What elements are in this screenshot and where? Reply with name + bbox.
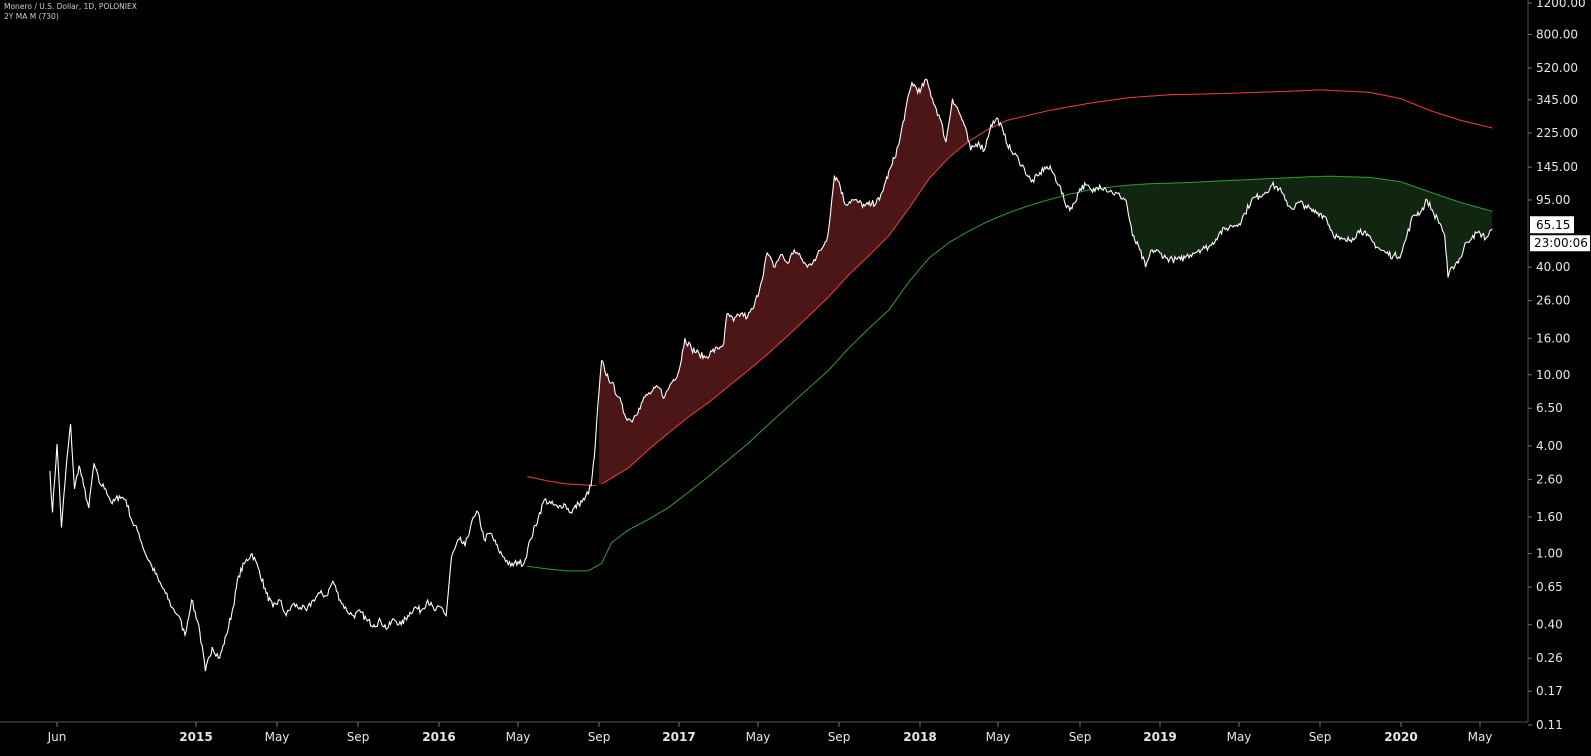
ma-fill-layer: [599, 79, 1492, 485]
current-price-label: 65.15: [1536, 218, 1570, 232]
y-tick-label: 26.00: [1536, 294, 1570, 308]
x-tick-label: 2015: [179, 730, 212, 744]
x-tick-label: 2018: [903, 730, 936, 744]
x-tick-label: 2017: [662, 730, 695, 744]
y-tick-label: 225.00: [1536, 126, 1578, 140]
y-tick-label: 0.26: [1536, 651, 1563, 665]
x-tick-label: May: [1227, 730, 1252, 744]
y-tick-label: 1.60: [1536, 510, 1563, 524]
y-tick-label: 1200.00: [1536, 0, 1586, 10]
y-tick-label: 800.00: [1536, 27, 1578, 41]
x-tick-label: May: [506, 730, 531, 744]
y-tick-label: 6.50: [1536, 401, 1563, 415]
x-tick-label: 2016: [422, 730, 455, 744]
price-line: [49, 78, 1493, 672]
x-tick-label: May: [265, 730, 290, 744]
x-tick-label: Jun: [47, 730, 67, 744]
price-line-layer: [49, 78, 1493, 672]
y-tick-label: 2.60: [1536, 472, 1563, 486]
x-tick-label: Sep: [828, 730, 851, 744]
y-tick-label: 4.00: [1536, 439, 1563, 453]
y-tick-label: 1.00: [1536, 547, 1563, 561]
x-tick-label: May: [746, 730, 771, 744]
ma-line-red: [601, 89, 1493, 485]
y-tick-label: 0.65: [1536, 580, 1563, 594]
x-tick-label: 2019: [1143, 730, 1176, 744]
y-tick-label: 95.00: [1536, 193, 1570, 207]
chart-legend: Monero / U.S. Dollar, 1D, POLONIEX 2Y MA…: [4, 2, 137, 22]
countdown-badge: [1530, 235, 1590, 252]
current-price-badge: [1530, 216, 1574, 234]
legend-title: Monero / U.S. Dollar, 1D, POLONIEX: [4, 2, 137, 11]
ma-line-layer: [527, 89, 1493, 572]
y-tick-label: 145.00: [1536, 160, 1578, 174]
y-tick-label: 40.00: [1536, 260, 1570, 274]
x-tick-label: 2020: [1384, 730, 1417, 744]
y-tick-label: 345.00: [1536, 93, 1578, 107]
x-tick-label: May: [986, 730, 1011, 744]
countdown-label: 23:00:06: [1534, 236, 1588, 250]
y-tick-label: 0.40: [1536, 618, 1563, 632]
ma-fill-below: [1120, 176, 1492, 278]
legend-indicator: 2Y MA M (730): [4, 12, 59, 21]
y-tick-label: 16.00: [1536, 331, 1570, 345]
ma-line-early-red: [527, 475, 597, 487]
y-tick-label: 0.17: [1536, 684, 1563, 698]
y-tick-label: 520.00: [1536, 61, 1578, 75]
x-tick-label: Sep: [1069, 730, 1092, 744]
y-tick-label: 10.00: [1536, 368, 1570, 382]
x-tick-label: May: [1468, 730, 1493, 744]
x-tick-label: Sep: [588, 730, 611, 744]
x-tick-label: Sep: [1309, 730, 1332, 744]
x-tick-label: Sep: [347, 730, 370, 744]
ma-fill-above: [599, 79, 990, 485]
y-tick-label: 0.11: [1536, 718, 1563, 732]
ma-line-green: [527, 175, 1493, 572]
